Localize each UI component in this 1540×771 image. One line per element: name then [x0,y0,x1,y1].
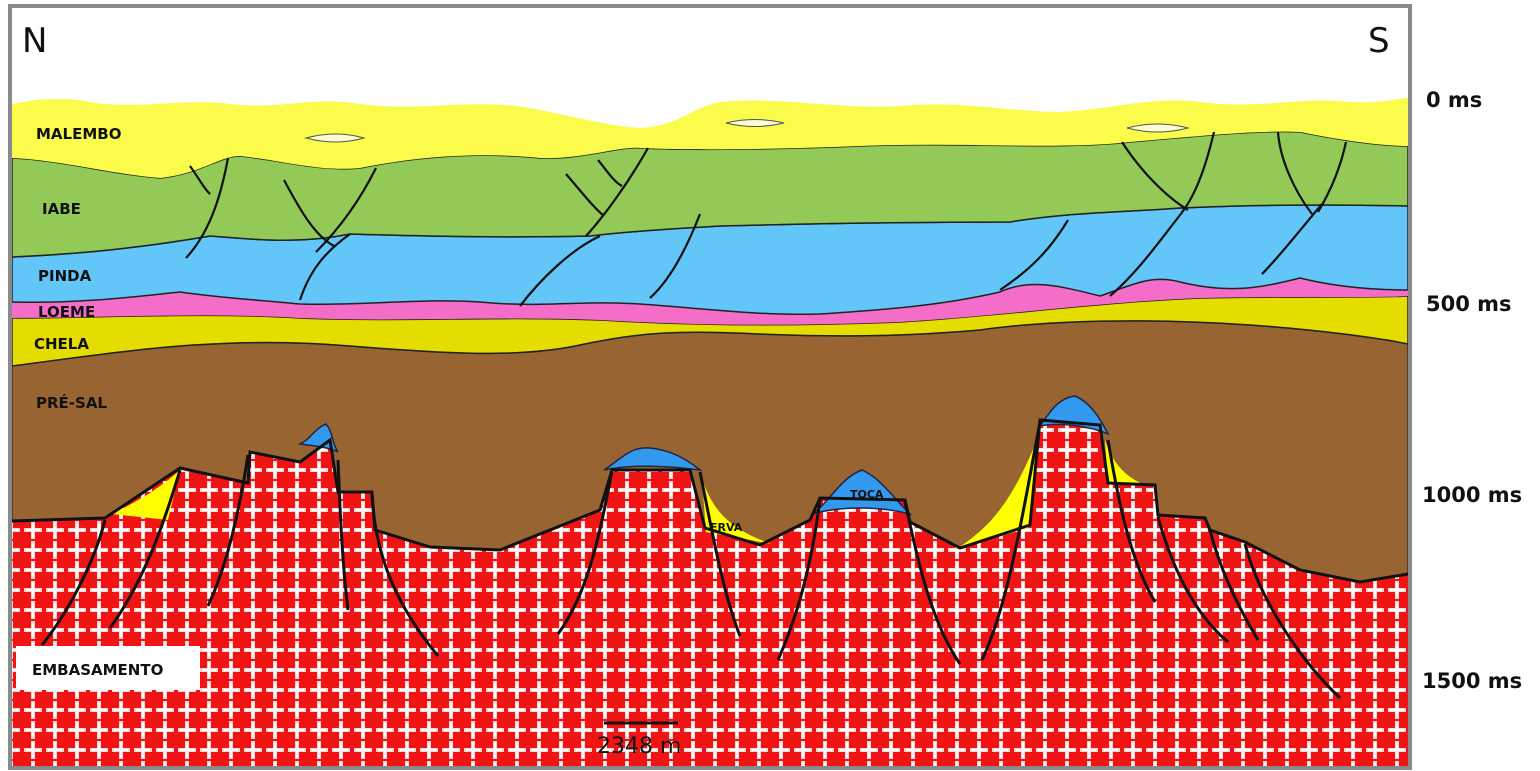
wedge-1 [112,470,180,520]
wedge-erva [702,478,772,544]
label-chela: CHELA [34,335,89,353]
time-500: 500 ms [1426,292,1512,316]
lens-3 [1126,123,1190,133]
unit-iabe [12,130,1408,258]
basement-faults [40,421,1342,700]
scale-label: 2348 m [597,734,681,759]
label-toca: TOCA [850,488,884,501]
time-0: 0 ms [1426,88,1482,112]
wedge-3 [955,432,1040,550]
label-pre-sal: PRÉ-SAL [36,393,107,412]
lens-1 [304,133,366,143]
time-1000: 1000 ms [1422,483,1522,507]
north-label: N [22,21,47,61]
time-1500: 1500 ms [1422,669,1522,693]
unit-loeme [12,278,1408,325]
label-iabe: IABE [42,200,81,218]
unit-malembo [12,98,1408,178]
section-frame [8,4,1412,770]
label-loeme: LOEME [38,303,95,321]
cover-faults [185,131,1348,307]
embasamento-box [16,646,200,690]
lens-2 [725,119,785,127]
label-embasamento: EMBASAMENTO [32,661,163,679]
label-pinda: PINDA [38,267,92,285]
wedge-4 [1105,440,1148,486]
label-erva: ERVA [710,521,743,534]
cap-2 [603,447,703,472]
basement-top [12,418,1408,584]
south-label: S [1368,21,1390,61]
unit-embasamento [12,420,1408,766]
cap-toca [811,469,913,516]
label-malembo: MALEMBO [36,125,121,143]
